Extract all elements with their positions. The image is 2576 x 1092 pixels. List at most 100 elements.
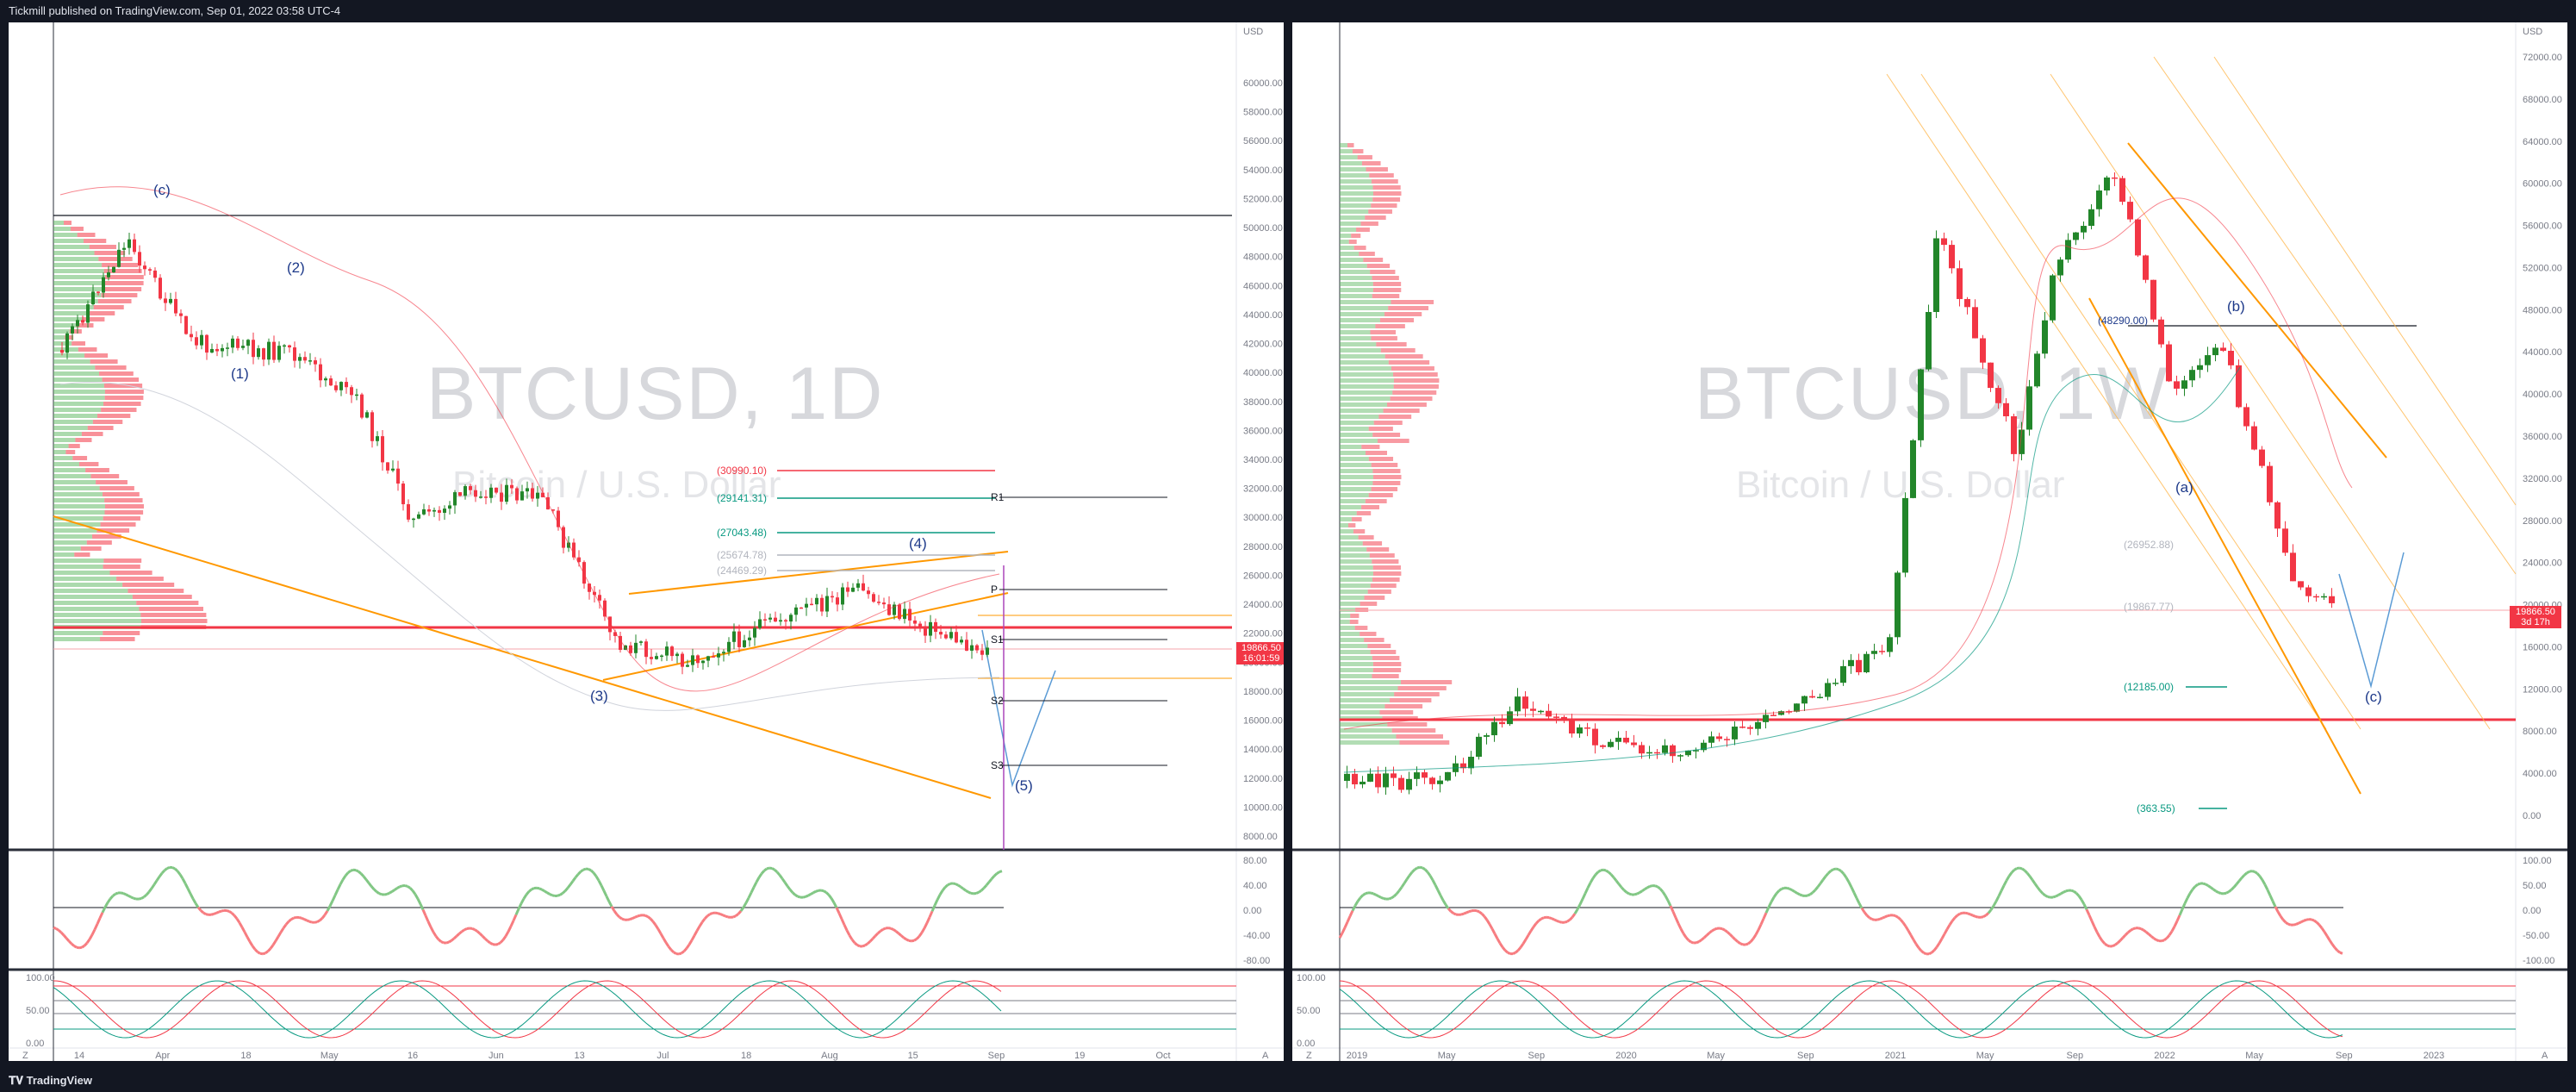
left-volume-profile-up [53, 365, 96, 370]
right-candle-body [1375, 773, 1381, 788]
right-volume-profile-up [1340, 288, 1373, 292]
left-rsi-segment [848, 934, 854, 940]
left-volume-profile-up [53, 353, 85, 358]
left-candle-body [159, 278, 162, 299]
right-rsi-segment [1994, 895, 2000, 902]
right-chart-canvas[interactable]: USD 72000.00 68000.00 64000.00 60000.00 56000… [1292, 22, 2567, 1061]
right-candle-body [1515, 696, 1521, 712]
left-volume-profile-down [92, 420, 123, 424]
left-volume-profile-down [104, 390, 144, 394]
left-rsi-segment [248, 940, 254, 947]
left-volume-profile-down [95, 365, 127, 370]
left-rsi-segment [414, 893, 420, 900]
left-rsi-segment [815, 889, 819, 893]
left-rsi-segment [923, 922, 929, 929]
right-chart-panel[interactable]: BTCUSD, 1W Bitcoin / U.S. Dollar USD 7200… [1292, 22, 2567, 1061]
left-volume-profile-down [99, 371, 134, 376]
left-volume-profile-down [93, 305, 124, 309]
right-rsi-segment [2330, 943, 2336, 949]
right-rsi-segment [1372, 892, 1377, 896]
right-rsi-segment [2019, 866, 2023, 870]
right-volume-profile-down [1354, 626, 1368, 630]
right-rsi-segment [1422, 866, 1426, 870]
left-rsi-segment [251, 945, 257, 951]
right-volume-profile-up [1340, 463, 1372, 467]
right-rsi-segment [1731, 935, 1737, 941]
right-rsi-segment [2207, 884, 2212, 889]
left-rsi-segment [487, 939, 491, 945]
right-rsi-segment [2339, 951, 2343, 955]
left-candle-body [582, 562, 586, 584]
left-volume-profile-down [69, 329, 82, 334]
left-rsi-segment [277, 931, 283, 938]
left-rsi-segment [106, 898, 112, 904]
right-volume-profile-up [1340, 240, 1349, 244]
right-candle-body [2298, 581, 2304, 588]
left-candle-body [288, 345, 291, 348]
tradingview-logo[interactable]: 𝐓𝐕 TradingView [9, 1070, 92, 1092]
right-volume-profile-up [1340, 252, 1360, 256]
left-candle-body [453, 492, 457, 506]
left-candle-body [768, 617, 772, 620]
left-volume-profile-down [70, 227, 84, 231]
right-rsi-segment [1702, 934, 1708, 939]
left-rsi-segment [747, 891, 753, 899]
left-rsi-segment [481, 934, 487, 940]
left-rsi-segment [448, 939, 452, 944]
right-candle-body [1507, 711, 1513, 725]
right-rsi-segment [2246, 870, 2250, 875]
right-volume-profile-down [1369, 173, 1394, 178]
right-rsi-segment [1737, 940, 1741, 945]
right-rsi-segment [1397, 886, 1403, 892]
right-stoch-tick: 100.00 [1297, 973, 1326, 983]
left-rsi-segment [215, 910, 220, 914]
left-rsi-segment [893, 928, 897, 933]
left-volume-profile-up [53, 299, 98, 303]
right-rsi-segment [2225, 890, 2230, 895]
left-candle-body [272, 341, 276, 360]
left-rsi-segment [514, 908, 520, 915]
left-chart-panel[interactable]: BTCUSD, 1D Bitcoin / U.S. Dollar USD 6000… [9, 22, 1284, 1061]
left-wave-label: (4) [909, 535, 927, 552]
left-volume-profile-down [86, 540, 112, 545]
left-candle-body [851, 587, 855, 592]
right-volume-profile-up [1340, 203, 1372, 208]
right-volume-profile-down [1361, 445, 1380, 449]
right-rsi-segment [2106, 944, 2111, 948]
right-rsi-segment [2191, 885, 2197, 890]
right-volume-profile-down [1372, 294, 1400, 298]
right-rsi-segment [1410, 868, 1416, 874]
right-volume-profile-up [1340, 457, 1369, 461]
right-rsi-segment [2098, 936, 2104, 942]
left-candle-body [520, 491, 524, 501]
right-rsi-segment [2320, 927, 2326, 933]
right-rsi-segment [1463, 911, 1467, 915]
left-candle-body [706, 656, 710, 661]
left-volume-profile-up [53, 450, 66, 454]
left-rsi-segment [257, 951, 261, 955]
left-candle-body [898, 604, 901, 620]
left-volume-profile-down [103, 402, 141, 406]
left-rsi-segment [67, 939, 73, 945]
right-volume-profile-up [1340, 740, 1400, 745]
left-candle-body [355, 394, 358, 396]
right-rsi-segment [1591, 873, 1597, 879]
right-volume-profile-up [1340, 722, 1388, 727]
left-candle-body [262, 348, 265, 360]
right-candle-body [1662, 745, 1668, 753]
right-candle-body [1910, 440, 1916, 498]
right-candle-body [2228, 350, 2234, 365]
right-rsi-segment [1483, 915, 1489, 921]
right-rsi-segment [1857, 902, 1864, 909]
right-rsi-segment [1568, 916, 1574, 921]
left-candle-body [975, 645, 979, 651]
right-volume-profile-up [1340, 596, 1365, 600]
left-volume-profile-down [90, 474, 120, 478]
right-corner-z-button: Z [1306, 1051, 1312, 1061]
right-volume-profile-down [1358, 535, 1374, 540]
left-rsi-segment [871, 934, 877, 940]
right-candle-body [2104, 177, 2110, 191]
right-rsi-segment [2055, 894, 2059, 898]
left-chart-canvas[interactable]: USD 60000.00 58000.00 56000.00 54000.00 52000… [9, 22, 1284, 1061]
left-rsi-segment [600, 884, 606, 892]
